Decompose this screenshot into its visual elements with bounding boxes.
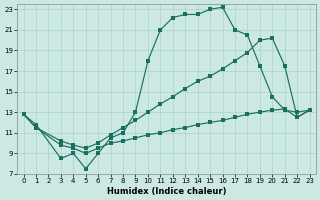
- X-axis label: Humidex (Indice chaleur): Humidex (Indice chaleur): [107, 187, 226, 196]
